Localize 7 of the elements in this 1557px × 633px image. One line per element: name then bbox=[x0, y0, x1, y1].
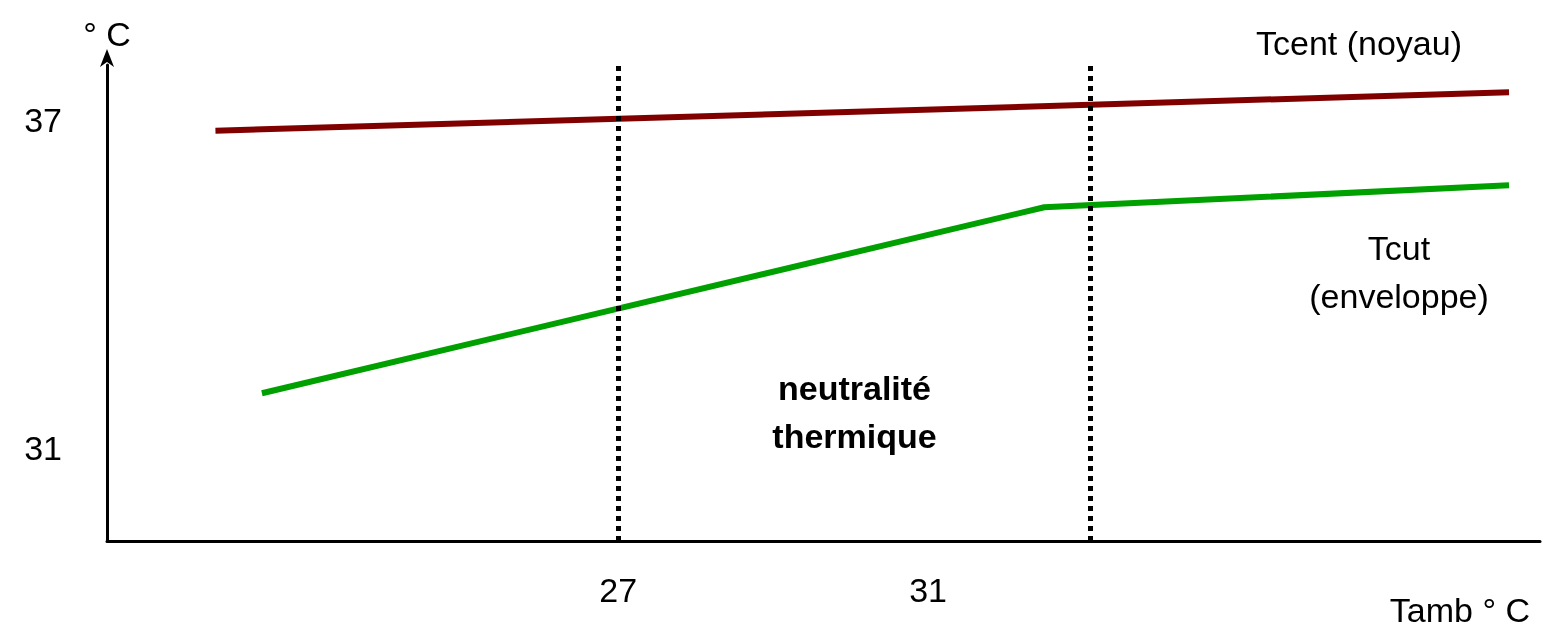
x-axis-title: Tamb ° C bbox=[1389, 591, 1530, 629]
series-label: Tcut (enveloppe) bbox=[1309, 229, 1489, 316]
x-tick-label: 27 bbox=[599, 571, 638, 609]
y-tick-label: 37 bbox=[24, 100, 62, 139]
annotation: neutralité thermique bbox=[772, 369, 937, 456]
y-axis-title: ° C bbox=[83, 15, 131, 53]
series-label: Tcent (noyau) bbox=[1256, 24, 1463, 63]
